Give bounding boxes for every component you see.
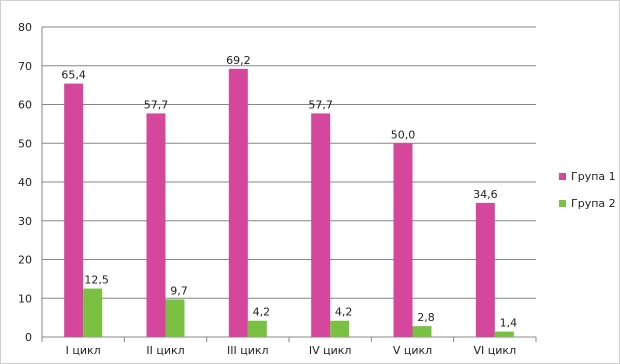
- bars: [64, 68, 514, 337]
- x-tick-label: III цикл: [227, 344, 269, 357]
- bar-series-2: [412, 326, 432, 337]
- legend-swatch: [559, 200, 566, 207]
- data-label: 34,6: [473, 188, 498, 201]
- data-label: 9,7: [170, 284, 188, 297]
- y-tick-label: 40: [18, 176, 32, 189]
- bar-series-1: [64, 83, 84, 337]
- y-tick-label: 50: [18, 137, 32, 150]
- data-label: 1,4: [500, 317, 518, 330]
- data-label: 65,4: [61, 69, 86, 82]
- legend-label: Група 1: [571, 170, 616, 183]
- x-tick-label: II цикл: [146, 344, 184, 357]
- data-labels: 65,4 12,5 57,7 9,7 69,2 4,2 57,7 4,2 50,0 2,8 34,6…: [61, 54, 517, 330]
- bar-series-2: [83, 288, 103, 337]
- data-label: 69,2: [226, 54, 251, 67]
- y-tick-label: 70: [18, 60, 32, 73]
- bar-series-2: [165, 299, 185, 337]
- data-label: 57,7: [308, 98, 333, 111]
- bar-series-1: [311, 113, 331, 337]
- legend-label: Група 2: [571, 197, 616, 210]
- bar-series-2: [330, 320, 350, 337]
- bar-series-1: [146, 113, 166, 337]
- data-label: 57,7: [144, 98, 169, 111]
- y-tick-label: 60: [18, 99, 32, 112]
- data-label: 50,0: [391, 128, 416, 141]
- x-tick-label: VI цикл: [474, 344, 517, 357]
- x-tick-label: I цикл: [66, 344, 101, 357]
- bar-series-1: [393, 143, 413, 337]
- y-tick-label: 20: [18, 254, 32, 267]
- y-tick-label: 0: [25, 331, 32, 344]
- legend: Група 1 Група 2: [559, 170, 616, 210]
- data-label: 2,8: [417, 311, 435, 324]
- x-tick-label: IV цикл: [309, 344, 352, 357]
- x-tick-label: V цикл: [393, 344, 432, 357]
- bar-series-1: [475, 202, 495, 337]
- gridlines: [42, 26, 536, 338]
- y-tick-label: 80: [18, 21, 32, 34]
- bar-series-1: [228, 68, 248, 337]
- data-label: 4,2: [253, 306, 271, 319]
- bar-series-2: [247, 320, 267, 337]
- data-label: 12,5: [84, 274, 109, 287]
- y-tick-label: 30: [18, 215, 32, 228]
- legend-swatch: [559, 173, 566, 180]
- data-label: 4,2: [335, 306, 353, 319]
- y-tick-label: 10: [18, 292, 32, 305]
- axes: 0 10 20 30 40 50 60 70 80 I цикл II цикл III цикл IV…: [18, 21, 537, 357]
- bar-series-2: [494, 331, 514, 337]
